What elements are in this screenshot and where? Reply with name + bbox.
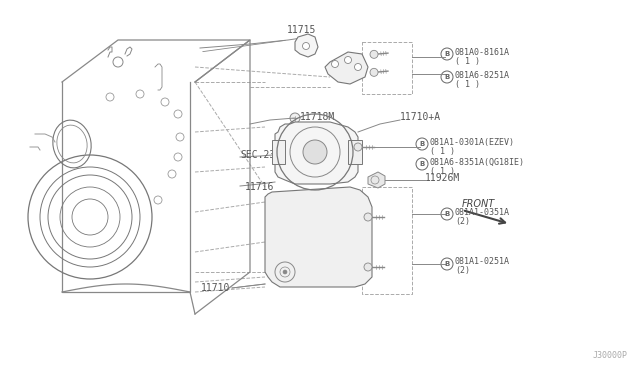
- Text: 11715: 11715: [287, 25, 316, 35]
- Text: B: B: [444, 74, 450, 80]
- Circle shape: [351, 220, 359, 228]
- Circle shape: [351, 250, 359, 258]
- Circle shape: [301, 198, 309, 206]
- Circle shape: [354, 143, 362, 151]
- Circle shape: [370, 68, 378, 76]
- Circle shape: [303, 42, 310, 49]
- Circle shape: [321, 193, 329, 201]
- Circle shape: [364, 213, 372, 221]
- Text: B: B: [419, 141, 424, 147]
- Polygon shape: [325, 52, 368, 84]
- Text: 081A6-8251A: 081A6-8251A: [455, 71, 510, 80]
- Circle shape: [161, 98, 169, 106]
- Polygon shape: [272, 140, 285, 164]
- Text: 081A6-8351A(QG18IE): 081A6-8351A(QG18IE): [430, 157, 525, 167]
- Text: 081A0-8161A: 081A0-8161A: [455, 48, 510, 57]
- Text: B: B: [444, 211, 450, 217]
- Text: SEC.231: SEC.231: [240, 150, 281, 160]
- Circle shape: [176, 133, 184, 141]
- Circle shape: [290, 113, 300, 123]
- Text: 11716: 11716: [245, 182, 275, 192]
- Circle shape: [274, 148, 282, 156]
- Polygon shape: [295, 34, 318, 57]
- Circle shape: [154, 196, 162, 204]
- Text: 11718M: 11718M: [300, 112, 335, 122]
- Text: 11926M: 11926M: [425, 173, 460, 183]
- Text: ( 1 ): ( 1 ): [430, 167, 455, 176]
- Circle shape: [355, 64, 362, 71]
- Circle shape: [303, 140, 327, 164]
- Circle shape: [364, 263, 372, 271]
- Text: ( 1 ): ( 1 ): [455, 57, 480, 65]
- Polygon shape: [368, 172, 385, 188]
- Text: (2): (2): [455, 266, 470, 276]
- Text: 081A1-0301A(EZEV): 081A1-0301A(EZEV): [430, 138, 515, 147]
- Circle shape: [168, 170, 176, 178]
- Text: (2): (2): [455, 217, 470, 225]
- Circle shape: [106, 93, 114, 101]
- Circle shape: [136, 90, 144, 98]
- Text: 11710: 11710: [200, 283, 230, 293]
- Text: B: B: [444, 261, 450, 267]
- Circle shape: [351, 148, 359, 156]
- Circle shape: [283, 270, 287, 274]
- Text: 11710+A: 11710+A: [400, 112, 441, 122]
- Text: ( 1 ): ( 1 ): [455, 80, 480, 89]
- Text: ( 1 ): ( 1 ): [430, 147, 455, 155]
- Circle shape: [346, 198, 354, 206]
- Polygon shape: [275, 122, 358, 184]
- Text: 081A1-0351A: 081A1-0351A: [455, 208, 510, 217]
- Circle shape: [174, 110, 182, 118]
- Text: 081A1-0251A: 081A1-0251A: [455, 257, 510, 266]
- Circle shape: [344, 57, 351, 64]
- Polygon shape: [348, 140, 362, 164]
- Text: J30000P: J30000P: [593, 351, 628, 360]
- Circle shape: [370, 50, 378, 58]
- Circle shape: [174, 153, 182, 161]
- Text: FRONT: FRONT: [462, 199, 495, 209]
- Text: B: B: [419, 161, 424, 167]
- Circle shape: [332, 61, 339, 67]
- Text: B: B: [444, 51, 450, 57]
- Polygon shape: [265, 187, 372, 287]
